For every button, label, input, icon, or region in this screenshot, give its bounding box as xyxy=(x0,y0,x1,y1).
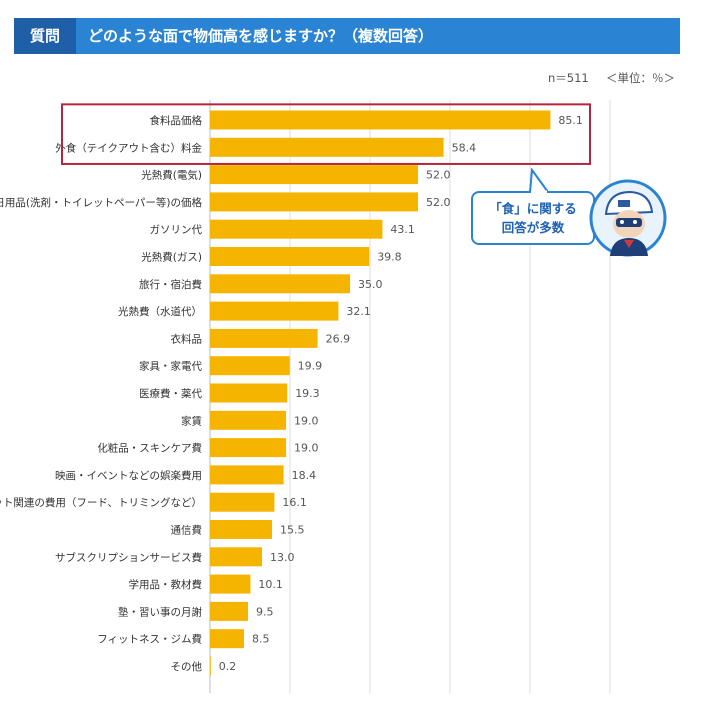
bar xyxy=(210,520,272,539)
bar xyxy=(210,219,383,239)
bar xyxy=(210,601,248,621)
category-label: フィットネス・ジム費 xyxy=(97,633,202,646)
category-label: 医療費・薬代 xyxy=(139,387,202,400)
bar xyxy=(210,492,275,512)
value-label: 19.9 xyxy=(298,360,323,373)
question-header: 質問 どのような面で物価高を感じますか？（複数回答） xyxy=(14,18,680,54)
callout-pointer xyxy=(528,168,550,194)
bar xyxy=(210,301,339,321)
value-label: 26.9 xyxy=(326,332,351,345)
bar xyxy=(210,192,418,212)
value-label: 58.4 xyxy=(452,141,477,154)
category-label: 食料品価格 xyxy=(150,114,203,127)
category-label: 光熱費(電気) xyxy=(141,169,202,182)
bar-chart: 食料品価格 85.1 外食（テイクアウト含む）料金 58.4 光熱費(電気) 52.0 日用… xyxy=(0,100,611,694)
category-label: 家賃 xyxy=(181,414,202,427)
bar xyxy=(210,110,551,130)
value-label: 16.1 xyxy=(282,496,307,509)
value-label: 32.1 xyxy=(346,305,371,318)
category-label: 映画・イベントなどの娯楽費用 xyxy=(55,469,202,482)
category-label: その他 xyxy=(171,660,203,673)
value-label: 18.4 xyxy=(292,469,317,482)
category-label: 日用品(洗剤・トイレットペーパー等)の価格 xyxy=(0,196,202,209)
category-label: 外食（テイクアウト含む）料金 xyxy=(55,141,202,154)
category-label: 家具・家電代 xyxy=(139,360,202,373)
value-label: 19.0 xyxy=(294,414,319,427)
category-label: 衣料品 xyxy=(171,332,203,345)
bar xyxy=(210,274,350,294)
bar xyxy=(210,438,286,458)
value-label: 15.5 xyxy=(280,524,305,537)
value-label: 0.2 xyxy=(219,660,237,673)
highlight-box xyxy=(61,103,591,165)
sample-size: n＝511 xyxy=(548,71,589,85)
category-label: 光熱費(ガス) xyxy=(141,251,202,264)
question-label: 質問 xyxy=(14,18,76,54)
value-label: 19.3 xyxy=(295,387,320,400)
bar xyxy=(210,656,211,676)
bar xyxy=(210,165,418,185)
bar xyxy=(210,328,318,348)
bar xyxy=(210,356,290,376)
value-label: 35.0 xyxy=(358,278,383,291)
bar xyxy=(210,465,284,485)
bar xyxy=(210,547,262,567)
category-label: ガソリン代 xyxy=(150,224,203,236)
value-label: 9.5 xyxy=(256,605,274,618)
bar xyxy=(210,574,251,594)
mascot-avatar-icon xyxy=(589,179,667,257)
bar xyxy=(210,410,286,430)
category-label: 化粧品・スキンケア費 xyxy=(97,442,202,455)
category-label: 光熱費（水道代） xyxy=(118,305,202,318)
category-label: 塾・習い事の月謝 xyxy=(118,605,202,618)
category-label: サブスクリプションサービス費 xyxy=(55,551,202,564)
bar xyxy=(210,137,444,157)
value-label: 8.5 xyxy=(252,633,270,646)
value-label: 85.1 xyxy=(558,114,583,127)
callout-line-2: 回答が多数 xyxy=(501,220,565,235)
unit-label: ＜単位：％＞ xyxy=(606,71,675,85)
value-label: 52.0 xyxy=(426,196,451,209)
category-label: 通信費 xyxy=(171,524,203,537)
bar xyxy=(210,383,288,403)
callout-bubble: 「食」に関する 回答が多数 xyxy=(471,191,595,245)
question-text: どのような面で物価高を感じますか？（複数回答） xyxy=(88,27,434,45)
category-label: 学用品・教材費 xyxy=(129,578,203,591)
callout-line-1: 「食」に関する xyxy=(489,201,577,216)
value-label: 19.0 xyxy=(294,442,319,455)
bar xyxy=(210,247,370,266)
value-label: 13.0 xyxy=(270,551,295,564)
category-label: 旅行・宿泊費 xyxy=(139,278,202,291)
value-label: 39.8 xyxy=(377,251,402,264)
value-label: 52.0 xyxy=(426,169,451,182)
bar xyxy=(210,629,244,649)
value-label: 43.1 xyxy=(390,223,415,236)
category-label: ペット関連の費用（フード、トリミングなど） xyxy=(0,496,202,509)
value-label: 10.1 xyxy=(258,578,283,591)
